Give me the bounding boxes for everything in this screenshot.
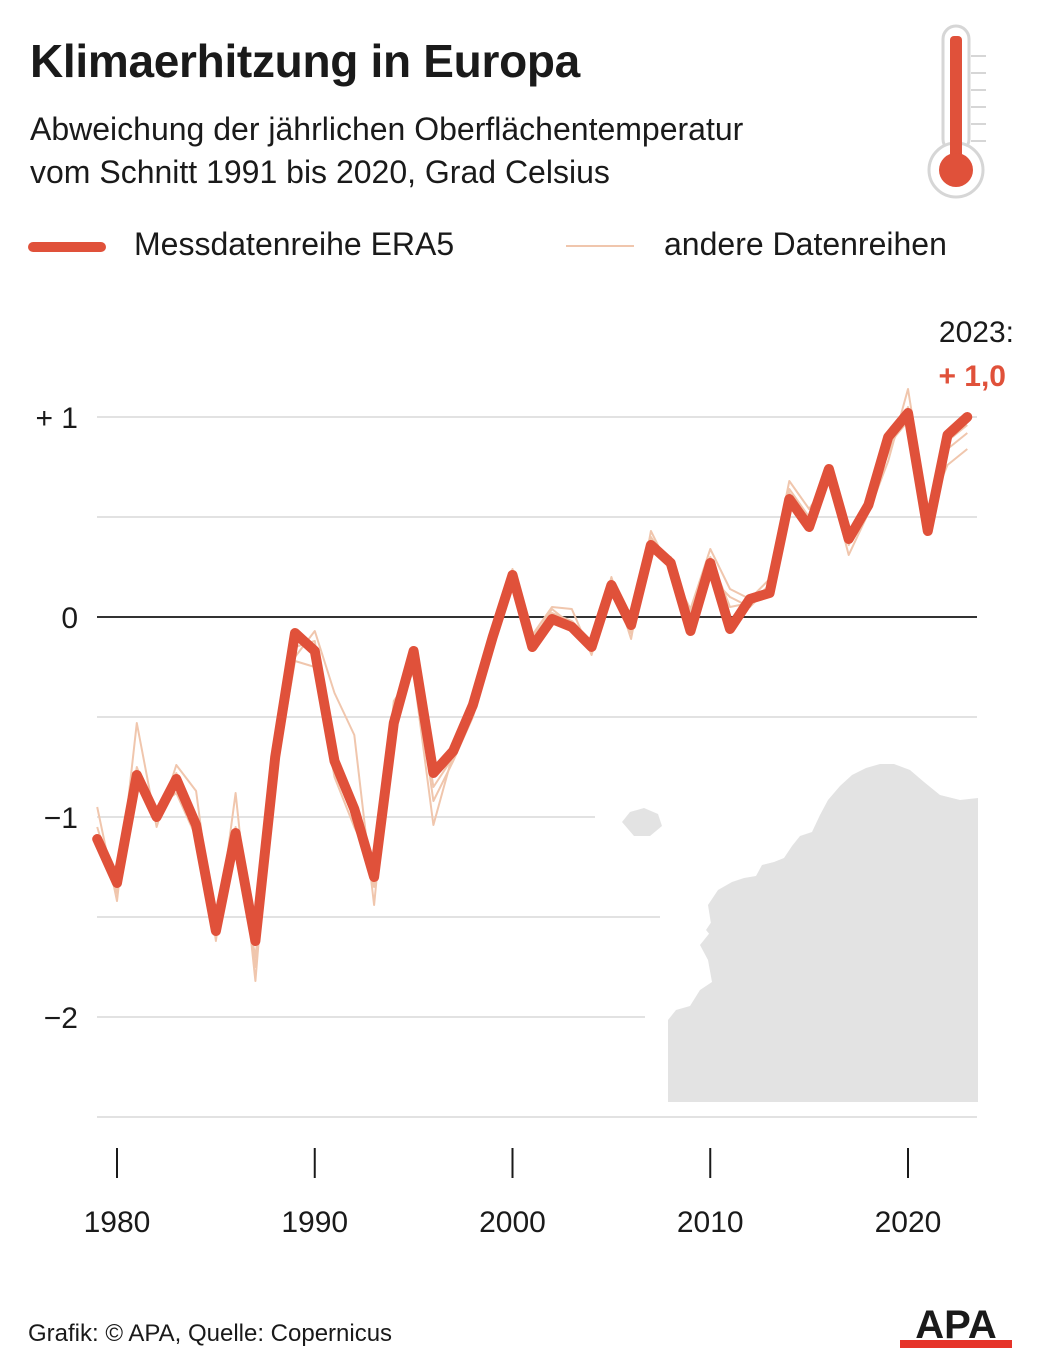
y-tick-label: −1: [44, 802, 78, 835]
subtitle-line-1: Abweichung der jährlichen Oberflächentem…: [30, 111, 744, 147]
annotation-year: 2023:: [939, 316, 1014, 349]
apa-logo-text: APA: [915, 1303, 996, 1347]
line-chart: + 1 0 −1 −2 1980 1990 2000 2010 2020 2023: + 1,0: [35, 316, 1014, 1239]
x-tick-label: 1980: [84, 1206, 151, 1239]
legend-swatch-other: [566, 245, 634, 247]
apa-logo-icon: APA: [900, 1303, 1012, 1348]
thermometer-icon: [927, 24, 986, 199]
x-tick-label: 2000: [479, 1206, 546, 1239]
legend-label-main: Messdatenreihe ERA5: [134, 226, 455, 262]
y-tick-label: −2: [44, 1002, 78, 1035]
annotation-value: + 1,0: [938, 360, 1006, 393]
legend-label-other: andere Datenreihen: [664, 226, 947, 262]
series-line-era5: [92, 408, 973, 946]
x-tick-label: 2020: [875, 1206, 942, 1239]
y-tick-label: + 1: [35, 402, 78, 435]
europe-map-icon: [622, 764, 978, 1102]
y-tick-label: 0: [61, 602, 78, 635]
page-title: Klimaerhitzung in Europa: [30, 35, 580, 87]
subtitle-line-2: vom Schnitt 1991 bis 2020, Grad Celsius: [30, 154, 610, 190]
x-tick-label: 2010: [677, 1206, 744, 1239]
legend-swatch-main: [28, 242, 106, 252]
x-tick-label: 1990: [281, 1206, 348, 1239]
chart-subtitle: Abweichung der jährlichen Oberflächentem…: [30, 108, 890, 194]
chart-legend: Messdatenreihe ERA5 andere Datenreihen: [28, 226, 1018, 266]
source-note: Grafik: © APA, Quelle: Copernicus: [28, 1320, 393, 1347]
